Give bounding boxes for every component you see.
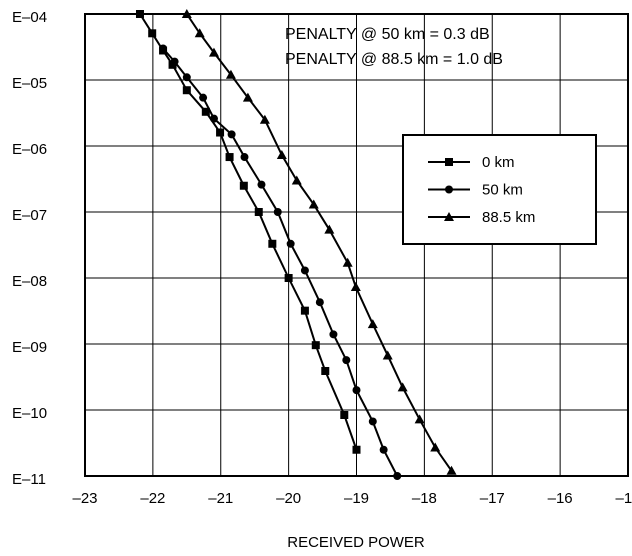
marker [368,417,377,426]
marker [208,47,219,57]
annotation: PENALTY @ 50 km = 0.3 dB [285,26,490,43]
marker [276,150,287,160]
x-axis-label: RECEIVED POWER [287,534,425,551]
marker [367,319,378,329]
marker [225,153,234,162]
marker [182,73,191,82]
marker [352,386,361,395]
x-tick-label: –20 [276,490,301,507]
marker [329,330,338,339]
marker [194,28,205,38]
legend-label: 88.5 km [482,209,535,226]
marker [350,282,361,292]
x-tick-label: –23 [72,490,97,507]
x-tick-label: –19 [344,490,369,507]
marker [254,208,263,216]
y-tick-label: E–09 [12,339,47,356]
x-tick-label: –15 [615,490,632,507]
x-tick-label: –22 [140,490,165,507]
marker [382,350,393,360]
marker [342,356,351,365]
x-tick-label: –16 [548,490,573,507]
marker [216,128,225,137]
marker [315,298,324,307]
marker [209,114,218,123]
marker [199,93,208,102]
x-tick-label: –17 [480,490,505,507]
marker [284,274,293,282]
marker [135,10,144,18]
marker [268,239,277,248]
marker [311,341,320,350]
marker [397,382,408,392]
series-line [162,47,399,477]
marker [379,445,388,454]
marker [225,69,236,79]
y-tick-label: E–10 [12,405,47,422]
marker [240,153,249,162]
marker [414,414,425,424]
marker [286,239,295,248]
marker [239,181,248,190]
y-tick-label: E–11 [12,471,46,488]
series-line [139,13,358,451]
marker [430,442,441,452]
marker [393,472,402,480]
marker [352,445,361,454]
marker [444,212,454,221]
marker [242,92,253,102]
y-tick-label: E–08 [12,273,47,290]
legend-label: 0 km [482,154,515,171]
marker [182,86,191,95]
marker [445,185,453,194]
marker [159,44,168,53]
marker [201,107,210,116]
legend-label: 50 km [482,181,523,198]
y-tick-label: E–05 [12,75,47,92]
x-tick-label: –21 [208,490,233,507]
marker [300,266,309,275]
marker [181,9,192,18]
marker [445,158,453,166]
marker [446,465,457,475]
x-tick-label: –18 [412,490,437,507]
marker [273,208,282,216]
y-tick-label: E–06 [12,141,47,158]
series-line [185,13,453,472]
marker [340,410,349,419]
y-tick-label: E–07 [12,207,47,224]
plot-frame [84,13,629,477]
marker [342,257,353,267]
marker [308,199,319,209]
marker [321,366,330,375]
marker [148,29,157,38]
marker [257,180,266,189]
y-tick-label: E–04 [12,9,47,26]
marker [170,57,179,66]
marker [324,224,335,234]
marker [227,130,236,139]
marker [300,306,309,315]
marker [291,175,302,185]
annotation: PENALTY @ 88.5 km = 1.0 dB [285,51,503,68]
marker [259,114,270,124]
